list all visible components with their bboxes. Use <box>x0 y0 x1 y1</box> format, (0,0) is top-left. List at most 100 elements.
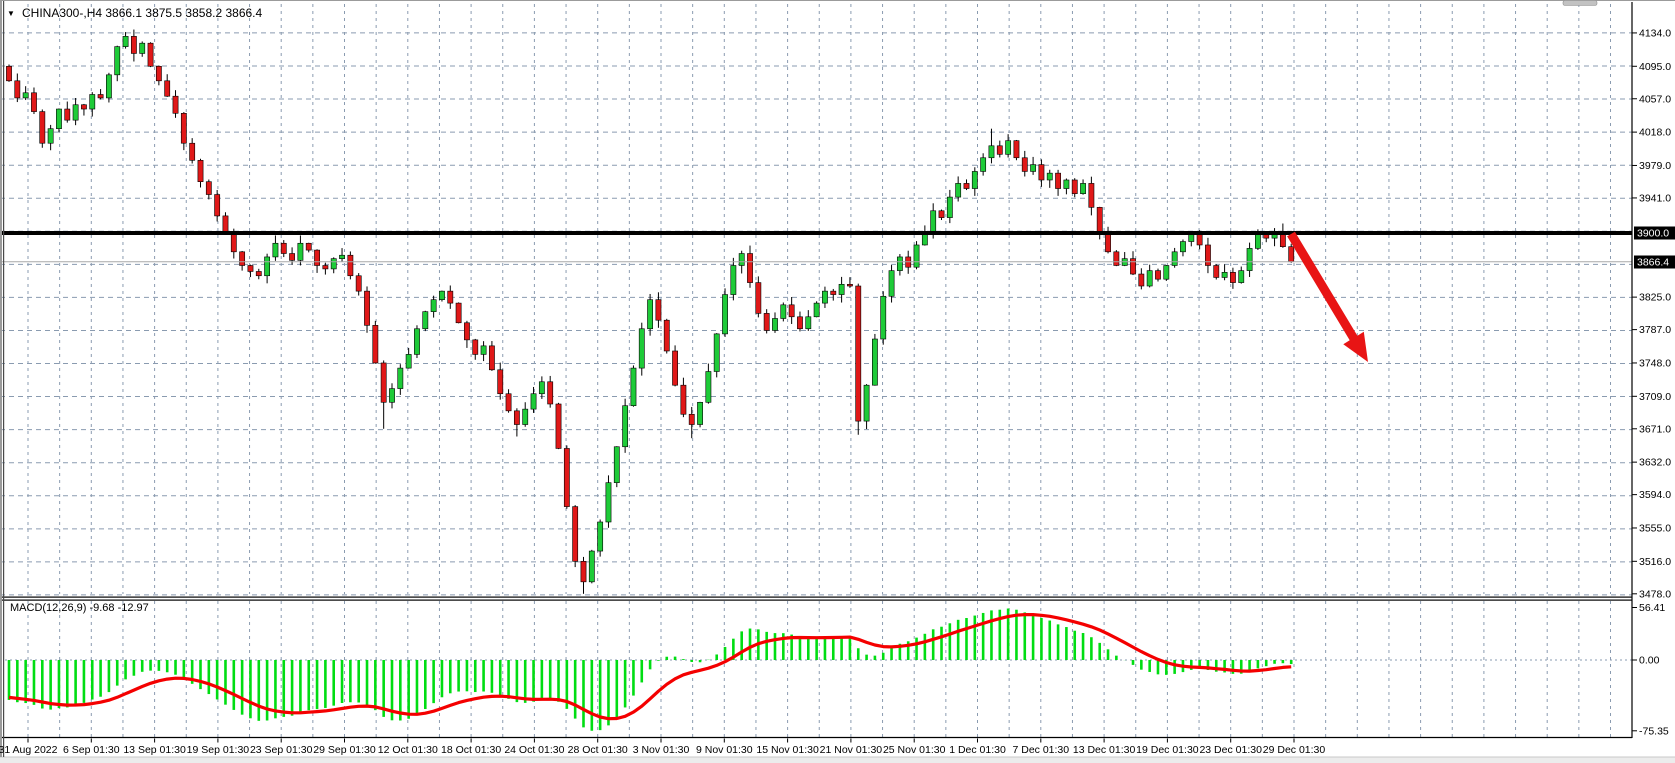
candle-bear <box>963 183 970 189</box>
current-price-tag-label: 3866.4 <box>1637 257 1669 269</box>
candle-bull <box>114 46 121 76</box>
candle-bear <box>580 561 587 583</box>
candle-bear <box>347 254 354 277</box>
price-tick-label: 3632.0 <box>1639 457 1671 469</box>
price-tick-label: 4018.0 <box>1639 127 1671 139</box>
candlestick-series <box>6 29 1295 594</box>
candle-bear <box>747 253 753 283</box>
candle-bear <box>1013 140 1020 159</box>
time-tick-label: 21 Nov 01:30 <box>820 744 883 756</box>
candle-bear <box>505 393 512 412</box>
candle-bear <box>472 339 479 355</box>
candle-bull <box>1188 234 1195 242</box>
candle-bull <box>705 371 712 403</box>
time-tick-label: 29 Sep 01:30 <box>313 744 376 756</box>
candle-bear <box>1263 234 1270 239</box>
window-left-border <box>0 0 2 757</box>
candle-bear <box>64 108 71 121</box>
candle-bear <box>1155 270 1161 280</box>
candle-bull <box>405 354 412 369</box>
candle-bull <box>264 256 271 277</box>
candle-bear <box>1130 258 1136 275</box>
candle-bear <box>172 95 179 114</box>
candle-bear <box>655 299 662 321</box>
candle-bear <box>280 242 287 254</box>
macd-label: MACD(12,26,9) -9.68 -12.97 <box>10 602 149 614</box>
candle-bear <box>130 36 137 54</box>
time-tick-label: 23 Dec 01:30 <box>1199 744 1262 756</box>
candle-bear <box>788 304 795 318</box>
symbol-dropdown-icon[interactable]: ▼ <box>7 9 15 18</box>
candle-bear <box>239 251 246 266</box>
candle-bear <box>672 350 678 386</box>
candle-bull <box>1030 164 1036 172</box>
candle-bear <box>205 181 212 195</box>
candle-bear <box>380 362 387 403</box>
drawn-arrow-annotation[interactable] <box>1287 231 1368 362</box>
candle-bull <box>971 171 978 189</box>
current-price-tag-bg <box>1634 255 1675 269</box>
candle-bull <box>730 265 737 295</box>
price-tick-label: 3941.0 <box>1639 192 1671 204</box>
time-axis[interactable]: 31 Aug 2022 6 Sep 01:30 13 Sep 01:30 19 Sep… <box>0 738 1326 757</box>
candle-bear <box>489 345 495 371</box>
horizontal-line-price-tag[interactable]: 3900.0 <box>1634 226 1675 240</box>
candle-bear <box>1113 251 1120 266</box>
candle-bear <box>455 302 462 324</box>
price-tick-label: 3555.0 <box>1639 522 1671 534</box>
candle-bull <box>272 242 279 258</box>
candle-bear <box>547 381 554 405</box>
chart-scrollbar-thumb[interactable] <box>1562 0 1598 6</box>
candle-bull <box>430 299 437 312</box>
candle-bear <box>1088 183 1095 208</box>
hline-tag-bg <box>1634 226 1675 240</box>
candle-bear <box>189 142 196 161</box>
candle-bear <box>1055 172 1061 189</box>
candle-bear <box>855 285 862 422</box>
time-tick-label: 13 Dec 01:30 <box>1073 744 1136 756</box>
candle-bull <box>622 405 629 448</box>
price-tick-label: 4095.0 <box>1639 61 1671 73</box>
candle-bear <box>1096 207 1103 232</box>
panel-separator[interactable] <box>0 596 1632 598</box>
candle-bear <box>39 111 46 144</box>
candle-bear <box>797 316 803 330</box>
down-arrow-annotation[interactable] <box>1287 231 1368 362</box>
time-tick-label: 15 Nov 01:30 <box>756 744 819 756</box>
horizontal-line-3900[interactable] <box>0 231 1632 235</box>
candle-bull <box>439 290 445 300</box>
price-tick-label: 3825.0 <box>1639 292 1671 304</box>
candle-bull <box>588 550 595 583</box>
candle-bull <box>780 304 787 319</box>
macd-indicator-panel <box>7 608 1293 731</box>
time-tick-label: 18 Oct 01:30 <box>441 744 501 756</box>
candle-bear <box>830 290 837 295</box>
hline-tag-label: 3900.0 <box>1637 228 1669 240</box>
price-tick-label: 3748.0 <box>1639 357 1671 369</box>
time-tick-label: 19 Dec 01:30 <box>1136 744 1199 756</box>
candle-bull <box>72 104 79 121</box>
candle-bear <box>1071 179 1078 194</box>
candle-bear <box>1021 157 1028 172</box>
candle-bull <box>330 258 337 270</box>
candle-bear <box>6 65 12 82</box>
candle-bear <box>31 92 37 112</box>
candle-bull <box>697 401 703 425</box>
candle-bull <box>522 408 529 425</box>
macd-tick-label: 56.41 <box>1639 602 1665 614</box>
price-axis[interactable]: 4134.0 4095.0 4057.0 4018.0 3979.0 3941.0 3825… <box>1632 27 1671 600</box>
panel-separator2 <box>0 599 1632 601</box>
candle-bear <box>688 413 695 425</box>
candle-bull <box>106 74 112 99</box>
time-tick-label: 29 Dec 01:30 <box>1263 744 1326 756</box>
candle-bear <box>230 232 237 253</box>
chart-left-border <box>3 0 5 757</box>
macd-tick-label: 0.00 <box>1639 655 1660 667</box>
candle-bull <box>139 42 146 54</box>
candle-bear <box>763 313 770 331</box>
candle-bear <box>513 410 520 425</box>
candle-bear <box>355 275 362 292</box>
candle-bull <box>738 253 745 266</box>
candle-bear <box>1138 273 1145 287</box>
